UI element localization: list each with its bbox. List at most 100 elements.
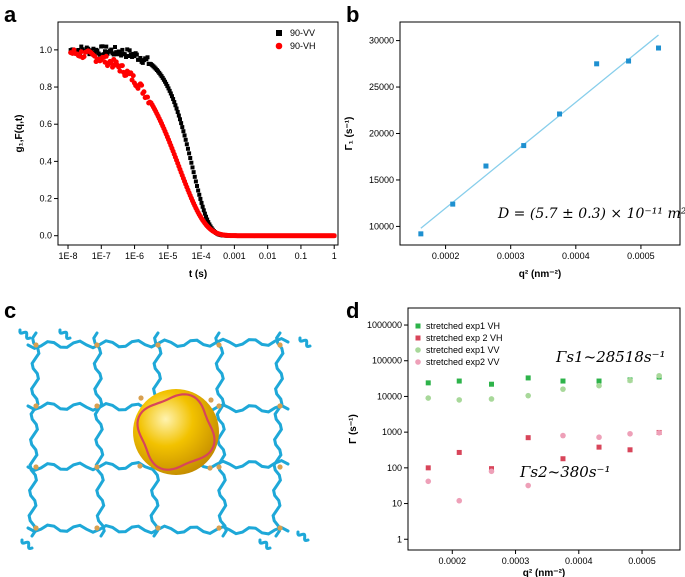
chart-a-point-90-VV: [188, 156, 193, 161]
panel-label-c: c: [4, 298, 16, 323]
chart-a-point-90-VV: [115, 52, 120, 57]
chart-a-point-90-VV: [164, 81, 169, 86]
chart-b-xtick-label: 0.0005: [627, 251, 655, 261]
chart-a-point-90-VV: [105, 51, 110, 56]
crosslink-node: [33, 403, 39, 409]
chart-panel-b: 0.0002 0.0003 0.0004 0.0005 10000 15000 20000 2…: [344, 21, 685, 280]
crosslink-node: [277, 342, 283, 348]
chart-a-point-90-VV: [95, 48, 100, 53]
chart-d-legend-label: stretched exp 2 VH: [426, 333, 503, 343]
chart-panel-a: 1E-8 1E-7 1E-6 1E-5 1E-4 0.001 0.01 0.1 1 0.0 0.2 0…: [14, 21, 339, 280]
chart-d-point-stretched exp1 VH: [456, 378, 462, 384]
chart-d-ytick-label: 1: [397, 534, 402, 544]
chart-d-point-stretched exp1 VV: [456, 397, 463, 403]
nanoparticle-sphere: [133, 389, 219, 475]
chart-a-xtick-label: 1E-6: [125, 251, 144, 261]
chart-a-point-90-VH: [119, 63, 125, 69]
crosslink-node: [216, 464, 222, 470]
chart-b-point: [557, 111, 563, 117]
crosslink-node: [94, 403, 100, 409]
chart-a-point-90-VV: [166, 86, 171, 91]
chart-a-point-90-VV: [97, 52, 102, 57]
chart-a-point-90-VV: [197, 192, 202, 197]
cage-crosslink-node: [208, 397, 214, 403]
chart-a-point-90-VV: [169, 94, 174, 99]
chart-a-point-90-VH: [141, 89, 147, 95]
chart-a-point-90-VV: [207, 222, 212, 227]
chart-a-point-90-VV: [202, 211, 207, 216]
chart-b-ytick-label: 30000: [369, 36, 394, 46]
chart-d-point-stretched exp1 VV: [627, 377, 633, 384]
chart-a-point-90-VV: [111, 52, 116, 57]
chart-a-point-90-VV: [101, 52, 106, 57]
chart-a-point-90-VV: [138, 55, 143, 60]
chart-a-point-90-VV: [130, 54, 135, 59]
chart-d-point-stretched exp2 VV: [525, 482, 531, 489]
chart-a-point-90-VV: [134, 52, 139, 57]
crosslink-node: [216, 403, 222, 409]
chart-a-xtick-label: 1E-4: [192, 251, 211, 261]
chart-a-point-90-VV: [168, 91, 173, 96]
chart-a-legend: 90-VV 90-VH: [275, 28, 316, 51]
crosslink-node: [277, 403, 283, 409]
chart-a-point-90-VV: [201, 208, 206, 213]
chart-d-legend: stretched exp1 VH stretched exp 2 VH stret…: [415, 321, 503, 367]
chart-d-ytick-label: 100000: [372, 356, 402, 366]
chart-b-xtick-label: 0.0002: [432, 251, 460, 261]
chart-panel-d: 0.0002 0.0003 0.0004 0.0005 1 10 100 1000 10000 1…: [348, 307, 681, 577]
chart-d-point-stretched exp1 VV: [596, 382, 602, 389]
chart-b-point: [450, 201, 456, 207]
polymer-chain-end: [258, 538, 272, 551]
chart-d-ytick-label: 100: [387, 463, 402, 473]
crosslink-node: [94, 525, 100, 531]
chart-a-ytick-label: 0.2: [39, 194, 52, 204]
chart-a-xtick-label: 0.01: [259, 251, 277, 261]
chart-b-ytick-label: 25000: [369, 82, 394, 92]
chart-d-point-stretched exp1 VV: [525, 392, 531, 399]
chart-b-ytick-label: 10000: [369, 221, 394, 231]
chart-a-ylabel: g₁,F(q,t): [14, 114, 25, 152]
chart-a-point-90-VV: [175, 109, 180, 114]
chart-d-ytick-label: 1000: [382, 427, 402, 437]
chart-d-legend-marker: [415, 347, 421, 353]
chart-a-legend-marker: [276, 30, 282, 36]
chart-a-point-90-VV: [191, 170, 196, 175]
chart-a-legend-label: 90-VH: [290, 41, 316, 51]
chart-d-legend-marker: [415, 323, 421, 329]
crosslink-node: [277, 464, 283, 470]
chart-d-point-stretched exp1 VH: [525, 375, 531, 381]
chart-a-ytick-label: 0.0: [39, 231, 52, 241]
chart-a-xtick-label: 0.1: [295, 251, 308, 261]
cage-crosslink-node: [207, 465, 213, 471]
crosslink-node: [33, 464, 39, 470]
chart-a-point-90-VH: [102, 59, 108, 65]
chart-d-point-stretched exp2 VV: [425, 478, 432, 485]
chart-b-point: [521, 143, 527, 149]
chart-d-point-stretched exp1 VV: [656, 372, 662, 379]
chart-a-point-90-VV: [165, 84, 170, 89]
chart-a-point-90-VV: [196, 188, 201, 193]
particle-cage-outline: [136, 393, 216, 471]
crosslink-node: [216, 525, 222, 531]
chart-a-point-90-VH: [71, 47, 77, 53]
chart-a-legend-marker: [275, 42, 283, 50]
chart-a-point-90-VV: [176, 113, 181, 118]
chart-a-point-90-VV: [171, 97, 176, 102]
crosslink-node: [94, 464, 100, 470]
chart-d-legend-marker: [415, 359, 421, 365]
chart-a-point-90-VV: [173, 103, 178, 108]
cage-crosslink-node: [138, 395, 144, 401]
chart-b-point: [626, 58, 632, 64]
chart-d-point-stretched exp 2 VH: [456, 449, 462, 455]
hydrogel-schematic: [18, 328, 312, 551]
chart-d-point-stretched exp1 VH: [596, 378, 602, 384]
panel-label-d: d: [346, 298, 359, 323]
chart-d-point-stretched exp 2 VH: [596, 444, 602, 450]
chart-d-legend-label: stretched exp1 VV: [426, 345, 500, 355]
chart-a-point-90-VV: [190, 165, 195, 170]
chart-a-ytick-label: 0.4: [39, 156, 52, 166]
chart-a-point-90-VV: [192, 174, 197, 179]
chart-d-ylabel: Γ (s⁻¹): [348, 414, 359, 444]
chart-a-point-90-VH: [331, 233, 337, 239]
chart-a-point-90-VV: [177, 117, 182, 122]
